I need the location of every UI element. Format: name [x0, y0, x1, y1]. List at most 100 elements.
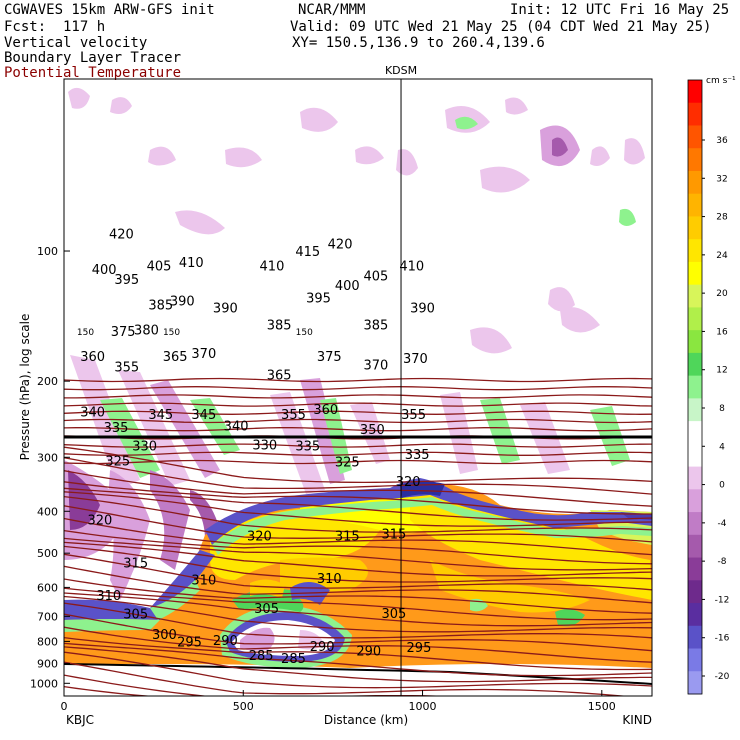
y-tick-label: 100	[37, 245, 58, 258]
colorbar-label: 4	[719, 442, 725, 452]
colorbar-label: 8	[719, 404, 725, 414]
pbl-label: 150	[296, 328, 313, 338]
theta-contour	[64, 402, 652, 407]
colorbar-swatch	[688, 239, 702, 263]
theta-label: 395	[306, 291, 331, 306]
colorbar-swatch	[688, 261, 702, 286]
theta-contour	[64, 537, 652, 571]
theta-contour	[64, 394, 652, 399]
theta-label: 410	[399, 259, 424, 274]
y-tick-label: 400	[37, 505, 58, 518]
colorbar-swatch	[688, 557, 702, 581]
theta-label: 380	[134, 324, 159, 339]
theta-contour	[64, 435, 652, 440]
x-tick-label: 500	[233, 700, 254, 713]
theta-label: 295	[407, 641, 432, 656]
kdsm-marker-label: KDSM	[385, 64, 417, 77]
start-station-label: KBJC	[66, 713, 94, 727]
theta-label: 320	[396, 475, 421, 490]
theta-contour	[64, 553, 652, 591]
theta-label: 360	[313, 403, 338, 418]
theta-contour	[64, 587, 652, 621]
cross-section-endpoints: XY= 150.5,136.9 to 260.4,139.6	[292, 35, 545, 51]
theta-label: 290	[356, 645, 381, 660]
x-tick-label: 1000	[409, 700, 437, 713]
theta-contour	[64, 443, 652, 448]
colorbar-swatch	[688, 148, 702, 172]
theta-label: 375	[317, 350, 342, 365]
theta-label: 285	[281, 652, 306, 667]
theta-label: 395	[114, 273, 139, 288]
pbl-label: 150	[77, 328, 94, 338]
theta-label: 305	[123, 608, 148, 623]
colorbar-swatch	[688, 102, 702, 126]
theta-contour	[64, 451, 652, 456]
theta-label: 375	[111, 325, 136, 340]
colorbar-label: -8	[718, 557, 727, 567]
theta-label: 355	[401, 408, 426, 423]
y-tick-label: 300	[37, 451, 58, 464]
theta-label: 345	[148, 408, 173, 423]
theta-label: 335	[104, 421, 129, 436]
colorbar-swatch	[688, 170, 702, 195]
colorbar: 36 32 28 24 20 16 12 8 4 0 -4 -8 -12 -16 -20	[687, 79, 730, 695]
colorbar-swatch	[688, 352, 702, 377]
theta-label: 405	[147, 259, 172, 274]
theta-contour	[64, 646, 652, 683]
theta-label: 420	[109, 227, 134, 242]
theta-contour	[64, 491, 652, 527]
theta-label: 330	[252, 438, 277, 453]
theta-contour	[64, 578, 652, 614]
colorbar-swatch	[688, 603, 702, 627]
colorbar-swatch	[688, 125, 702, 149]
theta-label: 365	[267, 368, 292, 383]
potential-temperature-contours	[64, 377, 652, 696]
colorbar-swatch	[688, 580, 702, 604]
theta-contour	[64, 505, 652, 543]
y-tick-label: 800	[37, 635, 58, 648]
field-label-boundary-layer-tracer: Boundary Layer Tracer	[4, 50, 182, 66]
y-tick-label: 200	[37, 375, 58, 388]
theta-label: 305	[254, 602, 279, 617]
model-title: CGWAVES 15km ARW-GFS init	[4, 2, 215, 18]
theta-label: 345	[191, 408, 216, 423]
colorbar-label: 0	[719, 481, 725, 491]
colorbar-swatch	[688, 80, 702, 104]
field-label-vertical-velocity: Vertical velocity	[4, 35, 148, 51]
colorbar-swatch	[688, 512, 702, 536]
colorbar-swatch	[688, 443, 702, 468]
theta-contour	[64, 613, 652, 652]
theta-contour	[64, 602, 652, 639]
theta-contour	[64, 674, 453, 696]
theta-contour	[64, 661, 630, 696]
theta-label: 295	[177, 635, 202, 650]
colorbar-swatch	[688, 193, 702, 217]
colorbar-label: 36	[716, 136, 728, 146]
plot-frame	[63, 78, 653, 697]
theta-label: 310	[96, 589, 121, 604]
theta-label: 350	[360, 423, 385, 438]
theta-contour	[64, 427, 652, 432]
colorbar-swatch	[688, 330, 702, 354]
theta-label: 335	[295, 440, 320, 455]
theta-label: 315	[335, 529, 360, 544]
colorbar-frame	[687, 79, 703, 695]
theta-contour	[64, 642, 652, 677]
colorbar-label: 16	[716, 327, 728, 337]
theta-label: 360	[80, 350, 105, 365]
theta-label: 390	[170, 294, 195, 309]
theta-contour	[64, 487, 652, 521]
theta-label: 385	[267, 319, 292, 334]
pbl-label: 150	[163, 328, 180, 338]
colorbar-label: -12	[715, 595, 730, 605]
theta-label: 305	[381, 607, 406, 622]
colorbar-label: 28	[716, 213, 728, 223]
colorbar-swatch	[688, 398, 702, 422]
theta-contour	[64, 517, 652, 556]
x-axis-label: Distance (km)	[324, 713, 408, 727]
colorbar-label: -16	[715, 634, 730, 644]
colorbar-swatch	[688, 466, 702, 490]
theta-contour	[64, 495, 652, 533]
